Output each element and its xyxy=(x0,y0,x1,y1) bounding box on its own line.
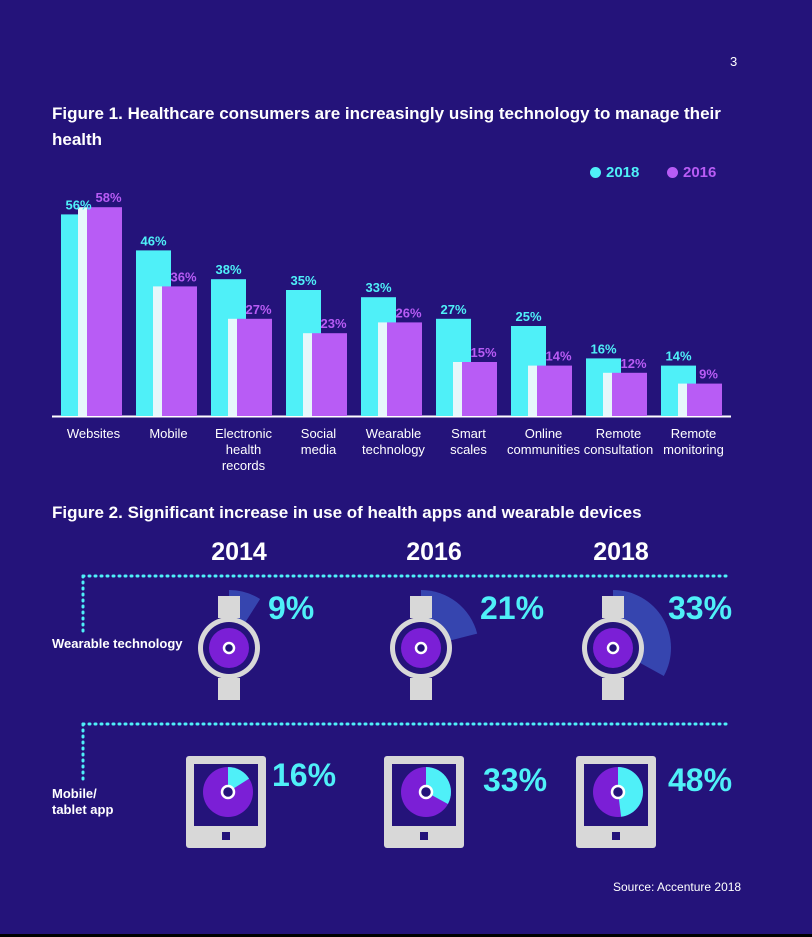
legend-label-2018: 2018 xyxy=(606,164,640,181)
tablet-icon xyxy=(576,756,656,848)
bar-overlap xyxy=(78,207,87,416)
legend-label-2016: 2016 xyxy=(683,164,717,181)
wearable-pct-2018: 33% xyxy=(668,590,733,626)
value-label-2018: 14% xyxy=(665,349,691,364)
year-label-2016: 2016 xyxy=(406,538,462,566)
bar-overlap xyxy=(603,372,612,416)
bar-2016 xyxy=(312,333,347,416)
value-label-2016: 27% xyxy=(245,302,271,317)
smartwatch-icon xyxy=(582,590,671,700)
legend-item-2016: 2016 xyxy=(667,164,716,181)
value-label-2018: 35% xyxy=(290,273,316,288)
bar-overlap xyxy=(378,322,387,416)
usage-pie-slice xyxy=(228,767,250,792)
mobile-pct-2014: 16% xyxy=(272,757,337,793)
value-label-2016: 23% xyxy=(320,316,346,331)
bar-overlap xyxy=(678,383,687,416)
bar-2016 xyxy=(687,383,722,416)
wearable-pct-2014: 9% xyxy=(268,590,315,626)
value-label-2018: 16% xyxy=(590,341,616,356)
figure2-title: Figure 2. Significant increase in use of… xyxy=(52,503,642,522)
row-label-mobile: Mobile/ tablet app xyxy=(52,786,114,817)
usage-pie-slice xyxy=(618,767,644,817)
mobile-pct-2018: 48% xyxy=(668,762,733,798)
category-label: Websites xyxy=(67,426,121,441)
tablet-icon xyxy=(384,756,464,848)
value-label-2018: 33% xyxy=(365,280,391,295)
category-label: Remote monitoring xyxy=(663,426,724,457)
bar-overlap xyxy=(453,362,462,416)
smartwatch-icon xyxy=(390,590,478,700)
bar-overlap xyxy=(228,318,237,416)
value-label-2016: 26% xyxy=(395,305,421,320)
value-label-2018: 46% xyxy=(140,233,166,248)
value-label-2018: 25% xyxy=(515,309,541,324)
tablet-home-button xyxy=(222,832,230,840)
figure1-title: Figure 1. Healthcare consumers are incre… xyxy=(52,104,721,149)
watch-strap-top xyxy=(602,596,624,618)
bar-2016 xyxy=(162,286,197,416)
watch-strap-bottom xyxy=(218,678,240,700)
watch-center xyxy=(414,641,428,655)
year-label-2018: 2018 xyxy=(593,538,649,566)
row-label-wearable: Wearable technology xyxy=(52,636,183,651)
bar-2016 xyxy=(462,362,497,416)
value-label-2016: 15% xyxy=(470,345,496,360)
pie-center xyxy=(418,784,434,800)
smartwatch-icon xyxy=(198,590,261,700)
watch-strap-top xyxy=(218,596,240,618)
tablet-home-button xyxy=(420,832,428,840)
source-note: Source: Accenture 2018 xyxy=(613,880,742,894)
bar-overlap xyxy=(528,365,537,416)
value-label-2018: 38% xyxy=(215,262,241,277)
value-label-2018: 27% xyxy=(440,302,466,317)
bar-2016 xyxy=(612,372,647,416)
category-label: Smart scales xyxy=(450,426,487,457)
value-label-2016: 14% xyxy=(545,349,571,364)
value-label-2016: 58% xyxy=(95,190,121,205)
pie-center xyxy=(610,784,626,800)
value-label-2016: 9% xyxy=(699,367,718,382)
value-label-2016: 12% xyxy=(620,356,646,371)
value-label-2016: 36% xyxy=(170,269,196,284)
bar-overlap xyxy=(303,333,312,416)
page-number: 3 xyxy=(730,54,738,69)
value-label-2018: 56% xyxy=(65,197,91,212)
bar-chart: 56% 58% Websites 46% 36% Mobile 38% 27% Electron… xyxy=(52,190,731,473)
legend-item-2018: 2018 xyxy=(590,164,639,181)
category-label: Remote consultation xyxy=(584,426,653,457)
bar-2016 xyxy=(537,365,572,416)
tablet-icon xyxy=(186,756,266,848)
wearable-pct-2016: 21% xyxy=(480,590,545,626)
category-label: Electronic health records xyxy=(215,426,273,473)
category-label: Online communities xyxy=(507,426,580,457)
legend-dot-2018 xyxy=(590,167,601,178)
watch-strap-bottom xyxy=(602,678,624,700)
pie-center xyxy=(220,784,236,800)
watch-center xyxy=(222,641,236,655)
year-label-2014: 2014 xyxy=(211,538,267,566)
bar-2016 xyxy=(237,318,272,416)
watch-strap-top xyxy=(410,596,432,618)
bottom-rule xyxy=(0,934,812,937)
watch-center xyxy=(606,641,620,655)
category-label: Social media xyxy=(301,426,337,457)
watch-strap-bottom xyxy=(410,678,432,700)
mobile-pct-2016: 33% xyxy=(483,762,548,798)
tablet-home-button xyxy=(612,832,620,840)
bar-overlap xyxy=(153,286,162,416)
category-label: Mobile xyxy=(149,426,187,441)
bar-2016 xyxy=(87,207,122,416)
category-label: Wearable technology xyxy=(362,426,425,457)
bar-2016 xyxy=(387,322,422,416)
legend-dot-2016 xyxy=(667,167,678,178)
